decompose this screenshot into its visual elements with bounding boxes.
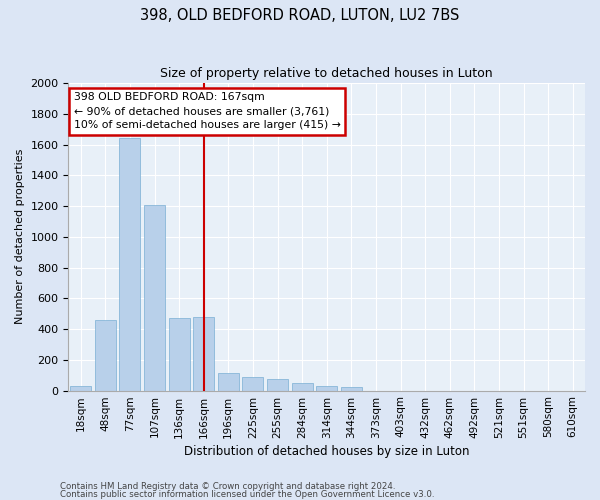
Text: 398, OLD BEDFORD ROAD, LUTON, LU2 7BS: 398, OLD BEDFORD ROAD, LUTON, LU2 7BS <box>140 8 460 22</box>
Bar <box>292 383 313 390</box>
X-axis label: Distribution of detached houses by size in Luton: Distribution of detached houses by size … <box>184 444 469 458</box>
Title: Size of property relative to detached houses in Luton: Size of property relative to detached ho… <box>160 68 493 80</box>
Bar <box>95 320 116 390</box>
Bar <box>144 204 165 390</box>
Bar <box>169 318 190 390</box>
Bar <box>70 386 91 390</box>
Text: Contains HM Land Registry data © Crown copyright and database right 2024.: Contains HM Land Registry data © Crown c… <box>60 482 395 491</box>
Bar <box>218 373 239 390</box>
Text: 398 OLD BEDFORD ROAD: 167sqm
← 90% of detached houses are smaller (3,761)
10% of: 398 OLD BEDFORD ROAD: 167sqm ← 90% of de… <box>74 92 340 130</box>
Y-axis label: Number of detached properties: Number of detached properties <box>15 149 25 324</box>
Bar <box>267 379 288 390</box>
Bar <box>316 386 337 390</box>
Text: Contains public sector information licensed under the Open Government Licence v3: Contains public sector information licen… <box>60 490 434 499</box>
Bar <box>119 138 140 390</box>
Bar <box>242 376 263 390</box>
Bar <box>341 388 362 390</box>
Bar <box>193 317 214 390</box>
